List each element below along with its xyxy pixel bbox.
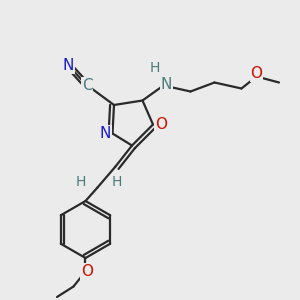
Text: N: N bbox=[161, 77, 172, 92]
Text: O: O bbox=[155, 117, 167, 132]
Text: O: O bbox=[250, 66, 262, 81]
Text: H: H bbox=[76, 175, 86, 188]
Text: O: O bbox=[81, 264, 93, 279]
Text: C: C bbox=[82, 78, 92, 93]
Text: H: H bbox=[149, 61, 160, 74]
Text: H: H bbox=[112, 175, 122, 188]
Text: N: N bbox=[99, 126, 111, 141]
Text: N: N bbox=[62, 58, 74, 73]
